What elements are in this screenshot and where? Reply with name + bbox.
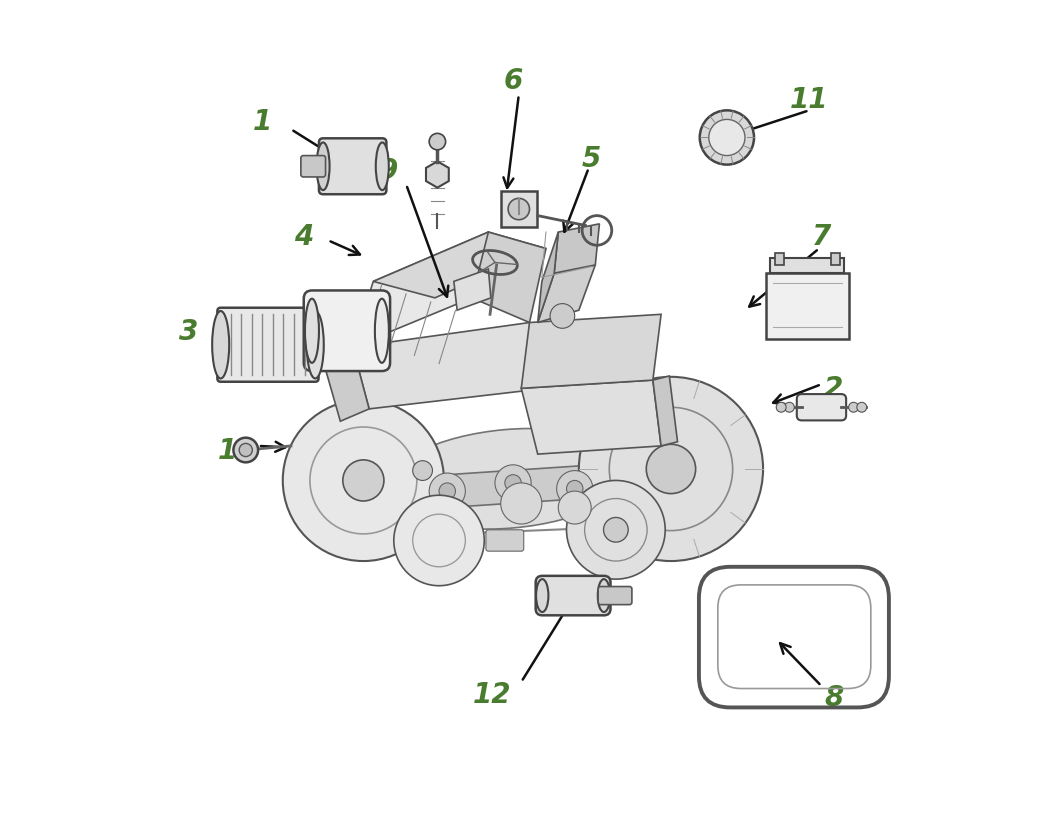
Circle shape [394, 495, 484, 586]
Polygon shape [521, 315, 661, 389]
Circle shape [558, 491, 591, 524]
Ellipse shape [305, 299, 319, 363]
Circle shape [505, 475, 521, 491]
Circle shape [429, 474, 465, 509]
Ellipse shape [376, 143, 389, 191]
Polygon shape [426, 162, 449, 189]
FancyBboxPatch shape [301, 156, 325, 178]
Circle shape [708, 120, 744, 156]
Ellipse shape [212, 312, 229, 379]
Ellipse shape [375, 299, 389, 363]
Bar [774, 254, 785, 265]
Ellipse shape [597, 580, 610, 612]
Polygon shape [373, 232, 546, 299]
Polygon shape [454, 270, 490, 311]
Polygon shape [324, 348, 370, 422]
Circle shape [495, 466, 532, 501]
Circle shape [239, 444, 252, 457]
Circle shape [567, 480, 582, 497]
Ellipse shape [385, 429, 632, 529]
Circle shape [501, 483, 542, 524]
Text: 1: 1 [253, 108, 272, 136]
Circle shape [785, 403, 794, 413]
Text: 8: 8 [824, 683, 843, 711]
Polygon shape [385, 463, 632, 512]
Text: 2: 2 [824, 375, 843, 403]
FancyBboxPatch shape [796, 394, 846, 421]
FancyBboxPatch shape [304, 291, 390, 371]
Circle shape [776, 403, 786, 413]
Polygon shape [353, 323, 546, 409]
Polygon shape [472, 232, 546, 323]
Polygon shape [538, 232, 558, 323]
Circle shape [579, 377, 764, 562]
Circle shape [604, 518, 628, 543]
Text: 5: 5 [581, 145, 600, 173]
Circle shape [283, 400, 444, 562]
Circle shape [848, 403, 859, 413]
Polygon shape [538, 265, 595, 323]
Circle shape [508, 199, 530, 221]
Bar [767, 274, 848, 340]
Ellipse shape [317, 143, 329, 191]
Circle shape [567, 480, 665, 580]
FancyBboxPatch shape [319, 139, 387, 195]
Circle shape [550, 304, 575, 329]
Text: 9: 9 [378, 157, 398, 185]
Circle shape [413, 461, 432, 480]
Text: 11: 11 [790, 86, 828, 113]
FancyBboxPatch shape [598, 587, 632, 605]
Circle shape [557, 471, 593, 507]
Text: 12: 12 [473, 681, 511, 709]
Text: 7: 7 [812, 223, 831, 251]
Circle shape [429, 134, 446, 151]
Circle shape [439, 483, 455, 500]
Bar [501, 192, 537, 228]
Polygon shape [521, 380, 661, 455]
Bar [830, 254, 841, 265]
Circle shape [646, 445, 696, 494]
Polygon shape [652, 376, 678, 447]
Text: 6: 6 [503, 67, 523, 95]
Circle shape [233, 438, 258, 463]
FancyBboxPatch shape [486, 530, 524, 552]
Ellipse shape [536, 580, 549, 612]
Text: 4: 4 [293, 223, 313, 251]
Circle shape [857, 403, 866, 413]
Polygon shape [554, 225, 599, 274]
Circle shape [700, 111, 754, 165]
FancyBboxPatch shape [217, 308, 319, 382]
Polygon shape [353, 232, 488, 348]
Text: 10: 10 [218, 437, 256, 465]
Text: 3: 3 [179, 318, 198, 346]
FancyBboxPatch shape [536, 576, 610, 615]
Ellipse shape [307, 312, 324, 379]
Bar [771, 259, 844, 274]
Circle shape [343, 461, 384, 501]
